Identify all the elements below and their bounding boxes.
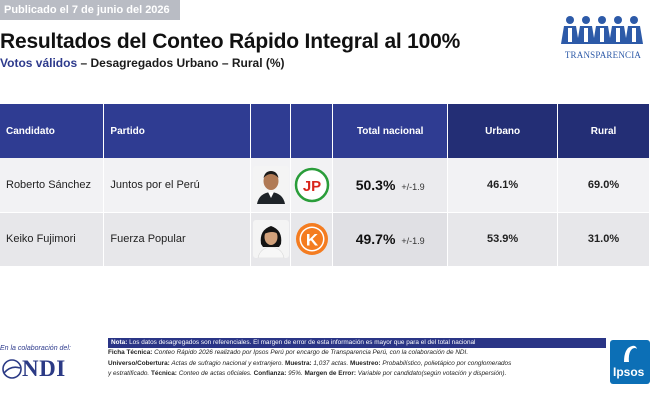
total-national-value: 50.3% [355,176,396,193]
transparencia-figures-icon [561,16,643,44]
candidate-photo [252,165,289,204]
transparencia-logo: TRANSPARENCIA [558,14,648,64]
jp-logo-text: JP [303,178,321,195]
technical-notes: Nota: Los datos desagregados son referen… [108,338,606,380]
page-subtitle: Votos válidos – Desagregados Urbano – Ru… [0,56,285,70]
ndi-wordmark: NDI [22,356,66,381]
ndi-logo: NDI [0,356,80,382]
urban-value: 53.9% [447,212,559,266]
note-banner: Nota: Los datos desagregados son referen… [108,338,606,349]
results-table: Candidato Partido Total nacional Urbano … [0,104,650,266]
table-row: Roberto Sánchez Juntos por el Perú [0,158,650,213]
ipsos-wordmark: Ipsos [613,365,645,379]
note-text: Los datos desagregados son referenciales… [127,339,476,346]
universo-label: Universo/Cobertura: [108,359,170,367]
fp-logo-text: K [306,231,319,250]
note-label: Nota: [111,339,128,346]
juntos-por-el-peru-logo: JP [294,167,330,203]
candidate-photo-cell [250,212,292,266]
total-national-value: 49.7% [355,231,396,248]
collaboration-label: En la colaboración del: [0,345,71,352]
col-header-logo [290,104,334,158]
candidate-name: Roberto Sánchez [0,158,105,213]
muestra-text: 1,037 actas. [311,359,351,367]
margen-label: Margen de Error: [304,370,356,378]
muestra-label: Muestra: [285,359,312,367]
party-logo-cell: JP [290,158,334,213]
subtitle-breakdown: – Desagregados Urbano – Rural (%) [77,56,285,70]
person-portrait-icon [252,165,289,204]
rural-value: 31.0% [557,212,650,266]
person-portrait-icon [252,220,289,259]
ficha-label: Ficha Técnica: [108,349,153,357]
subtitle-valid-votes: Votos válidos [0,56,78,70]
page-title: Resultados del Conteo Rápido Integral al… [0,30,461,53]
confianza-text: 95%. [286,370,305,378]
party-name: Fuerza Popular [103,212,252,266]
table-row: Keiko Fujimori Fuerza Popular [0,212,650,266]
rural-value: 69.0% [557,158,650,213]
table-header-row: Candidato Partido Total nacional Urbano … [0,104,650,158]
ipsos-mark-icon [624,345,637,362]
col-header-total: Total nacional [332,104,449,158]
col-header-party: Partido [103,104,252,158]
margin-of-error: +/-1.9 [401,181,425,192]
universo-text: Actas de sufragio nacional y extranjero. [169,359,286,367]
urban-value: 46.1% [447,158,559,213]
confianza-label: Confianza: [253,370,287,378]
ndi-mark-icon [2,359,22,379]
universo-line: Universo/Cobertura: Actas de sufragio na… [108,359,606,369]
candidate-photo-cell [250,158,292,213]
muestreo-label: Muestreo: [350,359,381,367]
ficha-tecnica-line: Ficha Técnica: Conteo Rápido 2026 realiz… [108,348,606,358]
tecnica-label: Técnica: [150,370,177,378]
margen-text: Variable por candidato(según votación y … [355,370,507,378]
party-name: Juntos por el Perú [103,158,252,213]
col-header-urban: Urbano [447,104,559,158]
col-header-candidate: Candidato [0,104,105,158]
fuerza-popular-logo: K [294,221,330,257]
margin-of-error: +/-1.9 [401,236,425,247]
col-header-rural: Rural [557,104,650,158]
tecnica-text: Conteo de actas oficiales. [176,370,254,378]
published-date-badge: Publicado el 7 de junio del 2026 [0,0,180,20]
line4-text: y estratificado. [108,370,151,378]
party-logo-cell: K [290,212,334,266]
candidate-name: Keiko Fujimori [0,212,105,266]
muestreo-text: Probabilístico, polietápico por conglome… [380,359,512,367]
col-header-photo [250,104,292,158]
total-national-cell: 49.7% +/-1.9 [332,212,449,266]
ficha-text: Conteo Rápido 2026 realizado por Ipsos P… [152,349,469,357]
ipsos-logo: Ipsos [610,340,650,384]
tecnica-line: y estratificado. Técnica: Conteo de acta… [108,369,606,379]
candidate-photo [252,220,289,259]
total-national-cell: 50.3% +/-1.9 [332,158,449,213]
transparencia-wordmark: TRANSPARENCIA [564,50,642,60]
